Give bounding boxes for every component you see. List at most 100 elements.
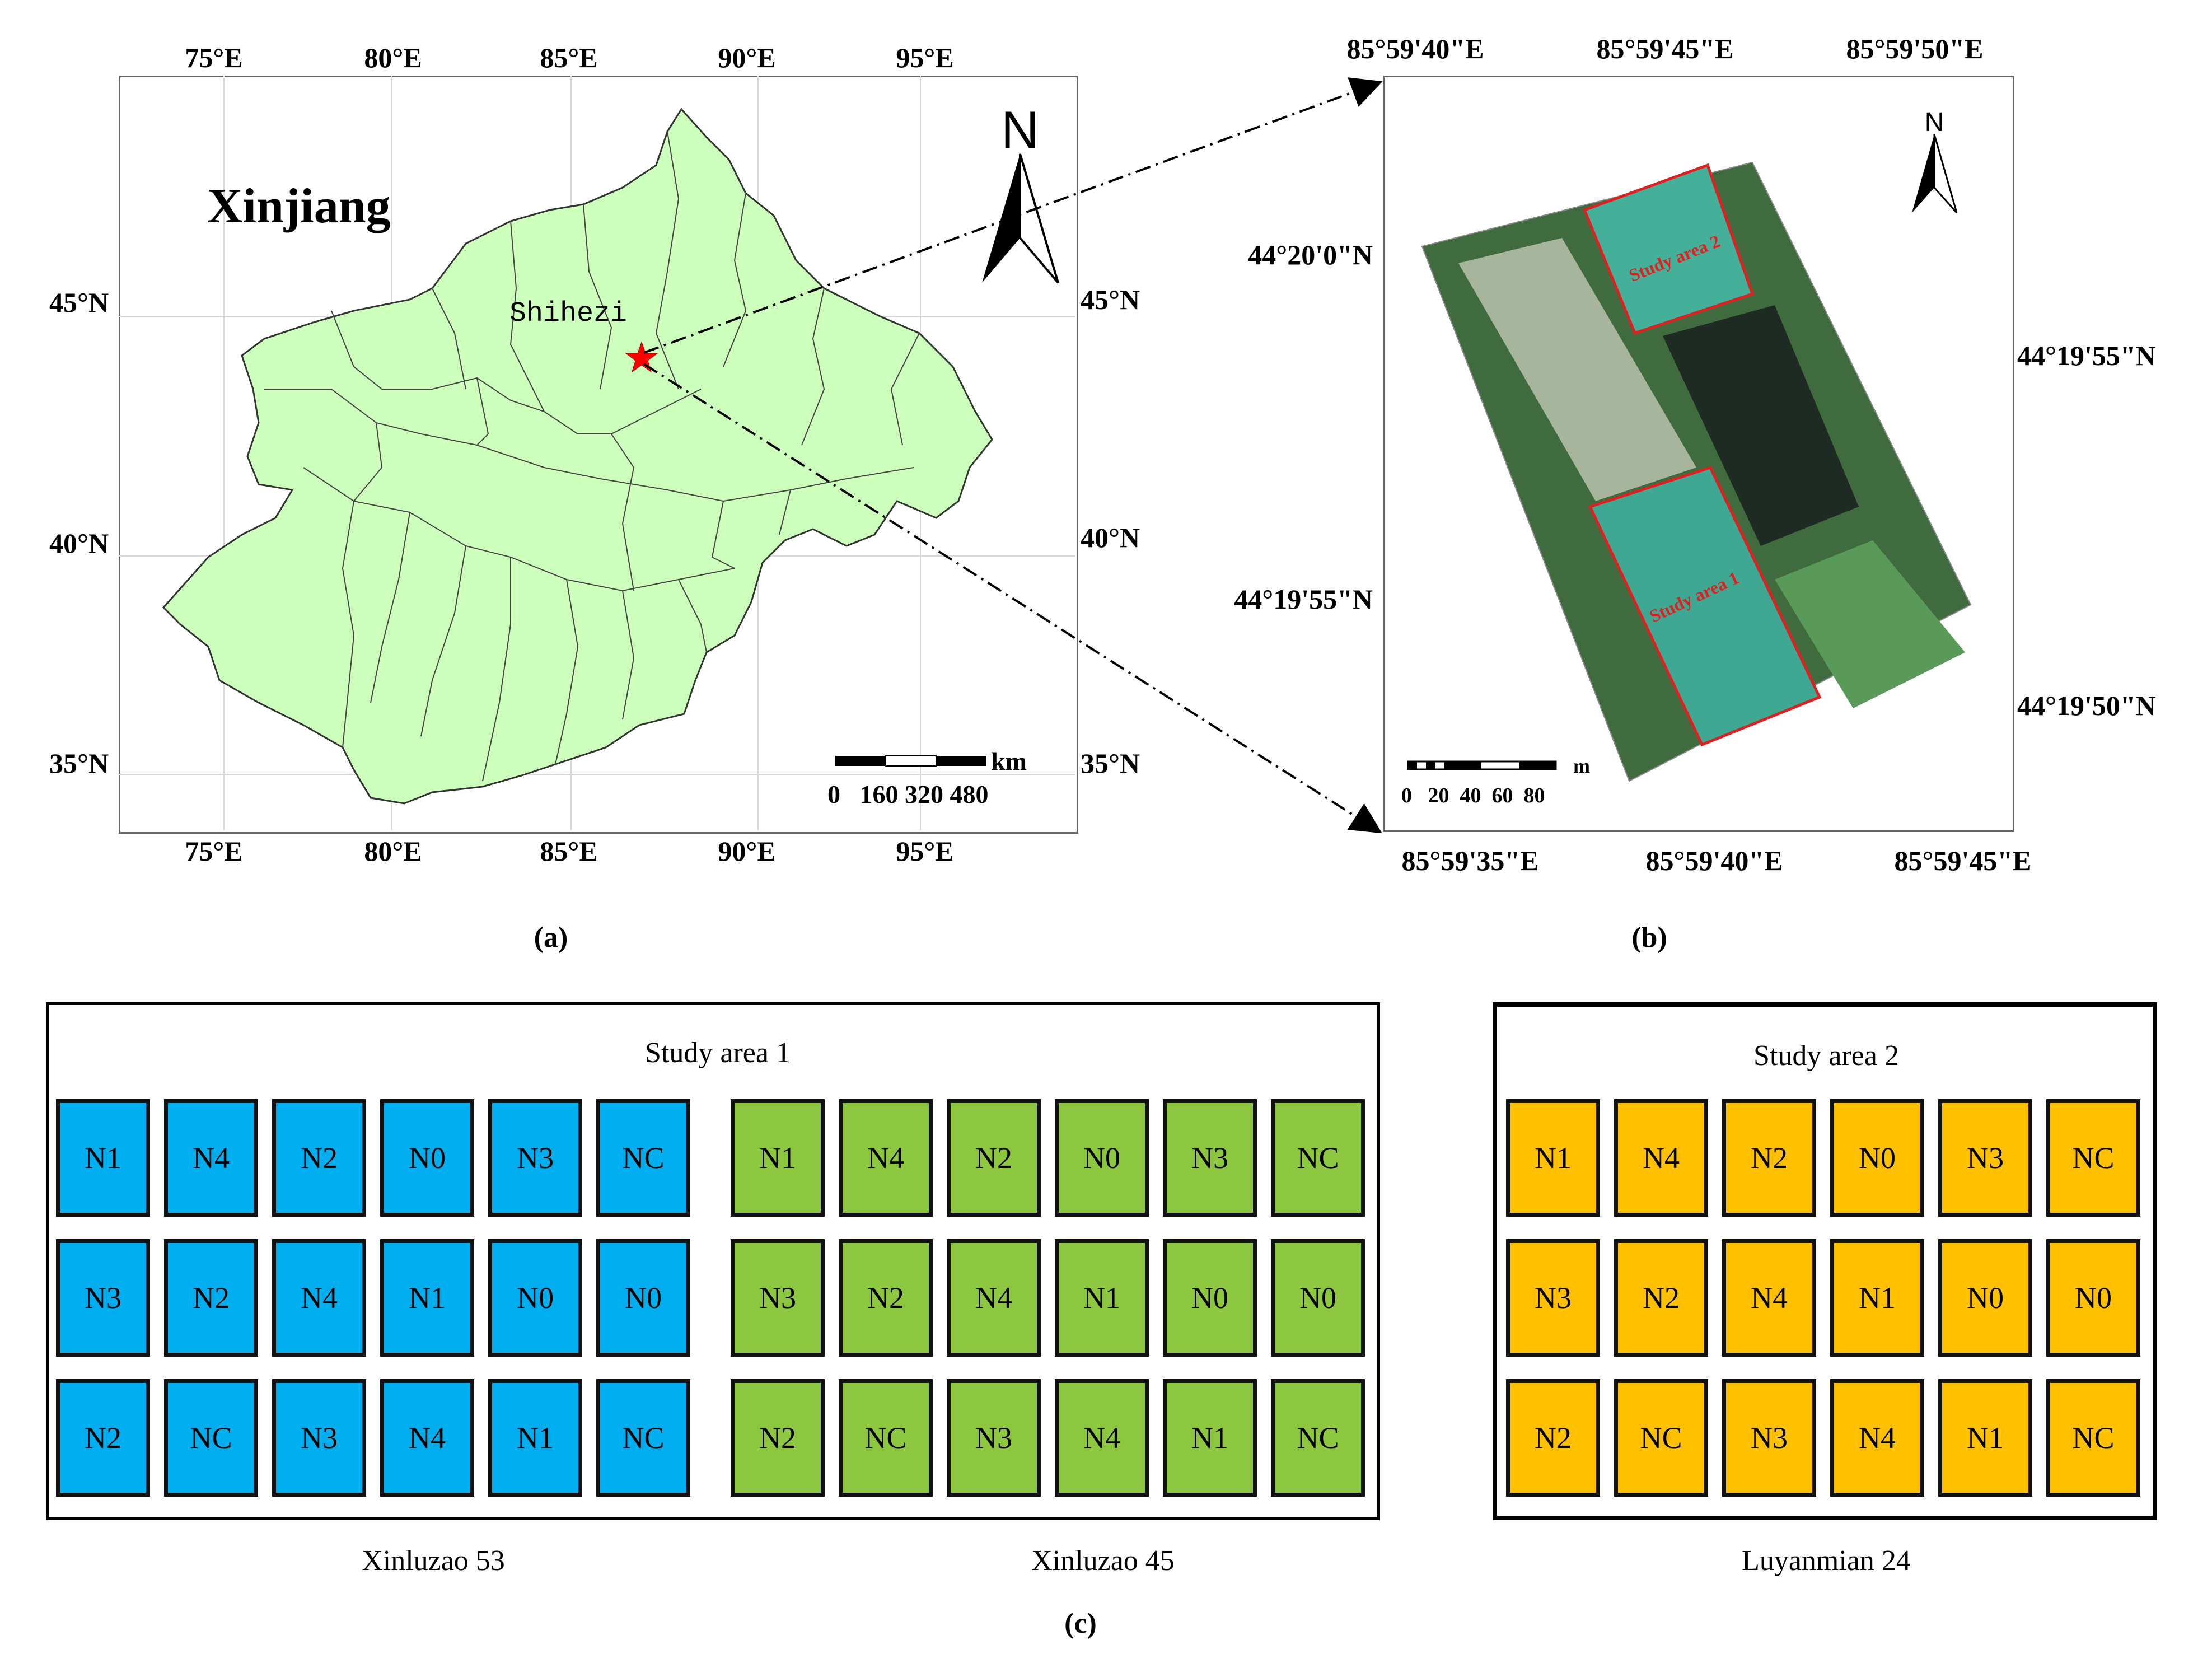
plot-cell: N1 — [731, 1099, 825, 1217]
lat-tick-label: 44°19'50"N — [2017, 690, 2156, 721]
lon-tick-label: 90°E — [718, 42, 776, 73]
lon-tick-label: 90°E — [718, 835, 776, 867]
plot-cell: N0 — [1938, 1239, 2032, 1357]
plot-cell: N3 — [1163, 1099, 1257, 1217]
lon-tick-label: 85°59'45"E — [1596, 33, 1734, 64]
pale-field — [1458, 238, 1696, 501]
panel-b-caption: (b) — [1631, 922, 1667, 954]
plot-cell: N2 — [272, 1099, 366, 1217]
plot-cell: NC — [2046, 1099, 2140, 1217]
lon-tick-label: 80°E — [364, 835, 422, 867]
plot-cell: N1 — [488, 1379, 582, 1497]
plot-cell: NC — [1271, 1099, 1365, 1217]
panel-b-image — [1407, 134, 1972, 782]
lon-tick-label: 85°59'40"E — [1645, 845, 1783, 876]
study-area-1-field — [1588, 465, 1822, 747]
panel-b-scale-bar — [1407, 760, 1557, 770]
plot-cell: N4 — [164, 1099, 258, 1217]
plot-cell: N1 — [1830, 1239, 1924, 1357]
panel-b-north-arrow-icon — [1912, 134, 1958, 213]
plot-cell: N2 — [1506, 1379, 1600, 1497]
plot-cell: NC — [1271, 1379, 1365, 1497]
lon-tick-label: 95°E — [896, 42, 954, 73]
plot-cell: N1 — [56, 1099, 150, 1217]
study-area-2-box — [1493, 1002, 2157, 1520]
lon-tick-label: 85°59'35"E — [1401, 845, 1539, 876]
study-area-2-field — [1582, 163, 1755, 335]
plot-cell: N2 — [731, 1379, 825, 1497]
panel-a-north-arrow-icon — [982, 153, 1059, 284]
lat-tick-label: 40°N — [49, 527, 109, 559]
plot-cell: N3 — [1722, 1379, 1816, 1497]
panel-a-north-label: N — [1001, 100, 1039, 159]
lon-tick-label: 85°59'45"E — [1894, 845, 2032, 876]
lat-tick-label: 44°20'0"N — [1248, 239, 1373, 270]
plot-cell: N0 — [2046, 1239, 2140, 1357]
plot-cell: NC — [596, 1099, 690, 1217]
panel-a-scale-ticks: 0 160 320 480 — [827, 780, 989, 809]
lon-tick-label: 80°E — [364, 42, 422, 73]
zoom-connector-arrows — [643, 77, 1383, 834]
panel-b-scale-unit: m — [1573, 755, 1590, 777]
panel-a-map — [119, 76, 1075, 830]
lon-tick-label: 85°59'50"E — [1846, 33, 1984, 64]
plot-cell: N1 — [1055, 1239, 1149, 1357]
plot-cell: N4 — [1614, 1099, 1708, 1217]
plot-cell: N3 — [488, 1099, 582, 1217]
study-area-2-title: Study area 2 — [1753, 1040, 1899, 1072]
plot-cell: N2 — [56, 1379, 150, 1497]
plot-cell: N3 — [272, 1379, 366, 1497]
xinjiang-land — [162, 108, 993, 805]
plot-cell: N0 — [1055, 1099, 1149, 1217]
panel-a-scale-bar — [835, 755, 986, 767]
plot-cell: N4 — [1722, 1239, 1816, 1357]
plot-cell: NC — [164, 1379, 258, 1497]
plot-cell: N0 — [488, 1239, 582, 1357]
plot-cell: NC — [596, 1379, 690, 1497]
plot-cell: N4 — [1830, 1379, 1924, 1497]
plot-cell: N2 — [947, 1099, 1041, 1217]
panel-b-scale-ticks: 0 20 40 60 80 — [1401, 784, 1545, 807]
panel-b-north-label: N — [1924, 108, 1944, 137]
lat-tick-label: 35°N — [49, 747, 109, 779]
plot-cell: N0 — [596, 1239, 690, 1357]
panel-a-scale-unit: km — [991, 747, 1027, 775]
plot-cell: N0 — [1271, 1239, 1365, 1357]
study-area-1-title: Study area 1 — [645, 1037, 791, 1069]
plot-cell: NC — [1614, 1379, 1708, 1497]
lon-tick-label: 85°E — [540, 835, 598, 867]
region-label: Xinjiang — [207, 179, 391, 233]
lon-tick-label: 85°E — [540, 42, 598, 73]
dark-field — [1663, 305, 1859, 546]
plot-cell: N0 — [380, 1099, 474, 1217]
study-area-1-box — [46, 1002, 1380, 1520]
panel-c-caption: (c) — [1064, 1608, 1097, 1639]
plot-cell: N3 — [947, 1379, 1041, 1497]
plot-cell: N1 — [1163, 1379, 1257, 1497]
lat-tick-label: 45°N — [49, 287, 109, 318]
county-boundaries — [264, 131, 920, 782]
lat-tick-label: 44°19'55"N — [2017, 340, 2156, 371]
lat-tick-label: 40°N — [1081, 522, 1140, 553]
plot-cell: NC — [2046, 1379, 2140, 1497]
lat-tick-label: 45°N — [1081, 284, 1140, 315]
plot-cell: N1 — [1506, 1099, 1600, 1217]
variety-label-xinluzao-53: Xinluzao 53 — [362, 1545, 505, 1577]
city-label: Shihezi — [509, 298, 628, 330]
lon-tick-label: 75°E — [185, 835, 243, 867]
lon-tick-label: 85°59'40"E — [1346, 33, 1484, 64]
lon-tick-label: 95°E — [896, 835, 954, 867]
plot-cell: N0 — [1830, 1099, 1924, 1217]
variety-label-xinluzao-45: Xinluzao 45 — [1031, 1545, 1175, 1577]
lat-tick-label: 44°19'55"N — [1234, 583, 1373, 615]
plot-cell: N0 — [1163, 1239, 1257, 1357]
location-star-marker — [625, 341, 658, 373]
plot-cell: N3 — [731, 1239, 825, 1357]
lat-tick-label: 35°N — [1081, 747, 1140, 779]
plot-cell: N4 — [380, 1379, 474, 1497]
plot-cell: N1 — [1938, 1379, 2032, 1497]
light-green-field — [1775, 540, 1965, 708]
plot-cell: N2 — [1722, 1099, 1816, 1217]
panel-a-caption: (a) — [534, 922, 568, 954]
